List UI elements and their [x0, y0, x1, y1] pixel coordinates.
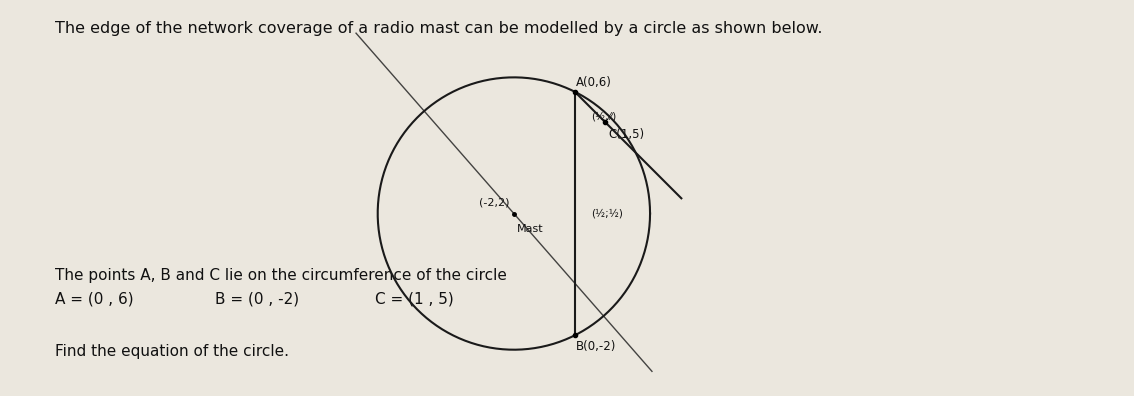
- Text: Mast: Mast: [517, 224, 543, 234]
- Text: Find the equation of the circle.: Find the equation of the circle.: [56, 344, 289, 359]
- Text: C = (1 , 5): C = (1 , 5): [375, 292, 454, 307]
- Text: (-2,2): (-2,2): [479, 198, 509, 208]
- Text: B = (0 , -2): B = (0 , -2): [215, 292, 299, 307]
- Text: A(0,6): A(0,6): [576, 76, 612, 89]
- Text: The edge of the network coverage of a radio mast can be modelled by a circle as : The edge of the network coverage of a ra…: [56, 21, 822, 36]
- Text: A = (0 , 6): A = (0 , 6): [56, 292, 134, 307]
- Text: (½;½): (½;½): [592, 209, 624, 219]
- Text: B(0,-2): B(0,-2): [576, 340, 617, 353]
- Text: C(1,5): C(1,5): [608, 128, 644, 141]
- Text: The points A, B and C lie on the circumference of the circle: The points A, B and C lie on the circumf…: [56, 268, 507, 283]
- Text: (½;⁄⁄): (½;⁄⁄): [592, 111, 617, 121]
